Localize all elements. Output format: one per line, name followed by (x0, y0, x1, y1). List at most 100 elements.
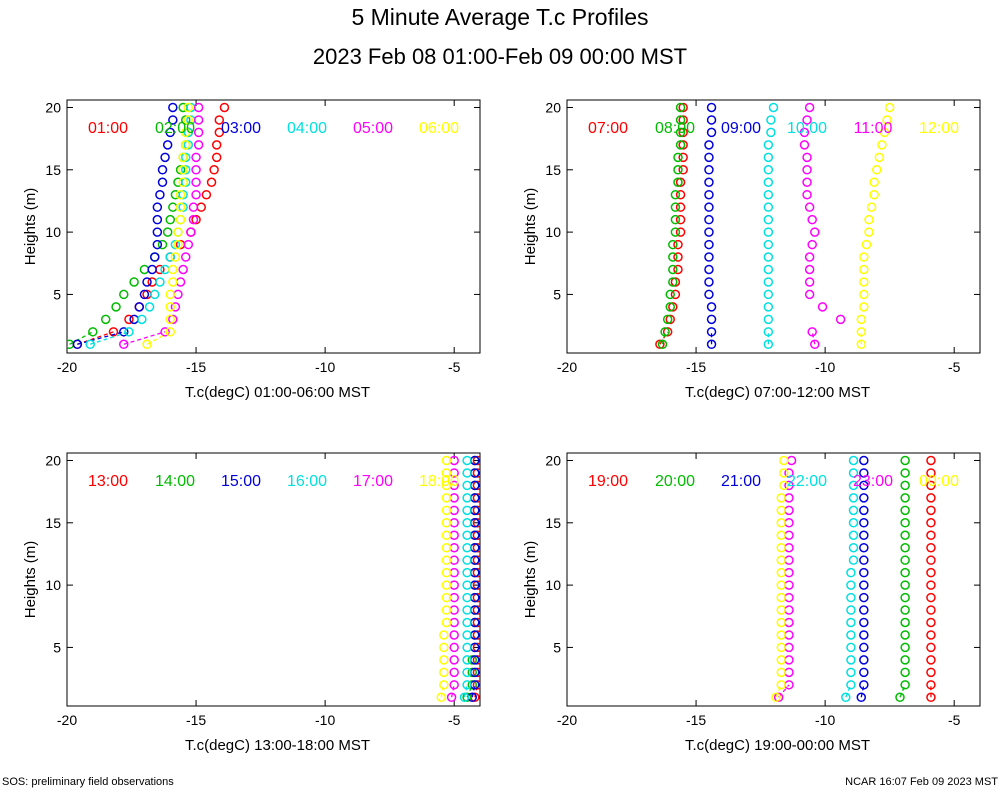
data-point (446, 692, 457, 703)
data-point (152, 202, 163, 212)
data-point (160, 264, 170, 275)
data-point (848, 468, 859, 478)
y-axis-label: Heights (m) (22, 541, 39, 619)
data-point (673, 239, 683, 250)
data-point (441, 480, 452, 491)
data-point (441, 505, 452, 516)
y-tick-label: 15 (45, 515, 61, 531)
data-point (472, 667, 480, 678)
data-point (926, 667, 936, 678)
data-point (776, 667, 786, 678)
data-point (673, 177, 683, 188)
data-point (678, 102, 688, 113)
data-point (147, 264, 157, 275)
data-point (856, 314, 867, 325)
data-point (441, 468, 452, 478)
series-connector (450, 684, 455, 698)
x-tick-label: -20 (57, 712, 77, 728)
y-tick-label: 5 (553, 639, 561, 655)
series-connector (661, 331, 666, 345)
data-point (124, 327, 134, 337)
data-point (784, 580, 794, 590)
data-point (784, 630, 794, 640)
data-point (191, 152, 201, 163)
data-point (150, 252, 160, 262)
data-point (804, 252, 815, 262)
data-point (926, 542, 936, 553)
data-point (859, 680, 869, 690)
data-point (449, 542, 459, 553)
data-point (441, 605, 452, 615)
data-point (856, 692, 867, 703)
data-point (119, 289, 129, 300)
data-point (449, 580, 459, 590)
data-point (776, 567, 786, 578)
data-point (472, 567, 480, 578)
data-point (900, 617, 910, 628)
y-tick-label: 10 (45, 577, 61, 593)
y-tick-label: 20 (545, 452, 561, 468)
y-tick-label: 15 (545, 162, 561, 178)
data-point (441, 542, 452, 553)
legend-label: 21:00 (721, 473, 761, 490)
legend-label: 13:00 (88, 473, 128, 490)
data-point (859, 580, 869, 590)
data-point (439, 667, 449, 678)
data-point (864, 214, 874, 225)
x-tick-label: -10 (815, 712, 835, 728)
legend-label: 22:00 (787, 473, 827, 490)
data-point (846, 567, 856, 578)
data-point (165, 302, 175, 312)
data-point (804, 102, 815, 113)
data-point (799, 127, 810, 138)
data-point (763, 239, 774, 250)
data-point (170, 302, 181, 312)
data-layer (655, 102, 895, 350)
data-point (859, 542, 869, 553)
data-point (846, 667, 856, 678)
data-point (196, 202, 206, 212)
x-tick-label: -15 (186, 359, 206, 375)
data-point (776, 493, 786, 503)
data-point (877, 140, 887, 150)
data-point (449, 617, 459, 628)
data-point (784, 642, 794, 653)
data-point (178, 177, 188, 188)
data-point (817, 302, 828, 312)
data-point (763, 189, 774, 200)
legend-label: 15:00 (221, 473, 261, 490)
legend-label: 20:00 (655, 473, 695, 490)
data-point (802, 189, 812, 200)
plot-frame (566, 452, 981, 707)
data-point (152, 239, 163, 250)
data-point (859, 505, 869, 516)
data-point (763, 140, 774, 150)
data-point (668, 252, 678, 262)
data-point (900, 580, 910, 590)
data-point (763, 314, 774, 325)
plot-frame (566, 99, 981, 354)
legend-label: 03:00 (221, 120, 261, 137)
data-point (144, 302, 155, 312)
data-point (462, 468, 472, 478)
data-point (173, 239, 183, 250)
data-point (846, 655, 856, 665)
data-point (209, 165, 219, 175)
data-point (784, 518, 794, 528)
footer-timestamp: NCAR 16:07 Feb 09 2023 MST (845, 776, 998, 788)
data-point (178, 264, 188, 275)
series-connector (463, 684, 468, 698)
data-point (846, 630, 856, 640)
data-point (219, 102, 230, 113)
data-point (763, 152, 774, 163)
data-point (784, 530, 794, 541)
data-point (859, 468, 869, 478)
data-point (900, 605, 910, 615)
data-point (926, 642, 936, 653)
data-layer (67, 102, 230, 350)
data-point (180, 165, 191, 175)
series-connector (659, 331, 669, 345)
data-point (472, 680, 480, 690)
data-point (763, 277, 774, 287)
data-point (193, 140, 204, 150)
